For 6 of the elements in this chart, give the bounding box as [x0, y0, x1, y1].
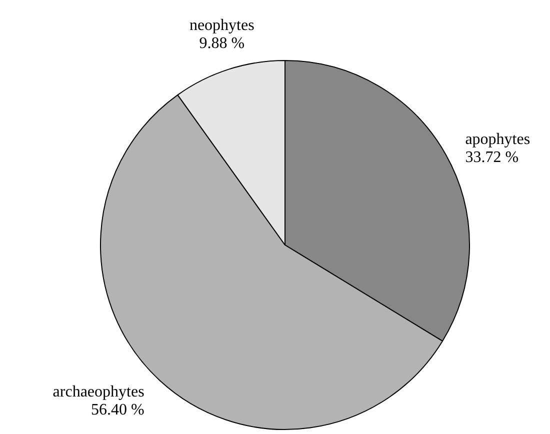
data-label: 56.40 % — [90, 401, 144, 418]
data-label: 9.88 % — [199, 35, 245, 52]
slice-label: archaeophytes — [52, 383, 144, 400]
data-label: 33.72 % — [465, 148, 519, 166]
slice-label: neophytes — [189, 17, 254, 34]
slice-label: apophytes — [465, 130, 530, 148]
